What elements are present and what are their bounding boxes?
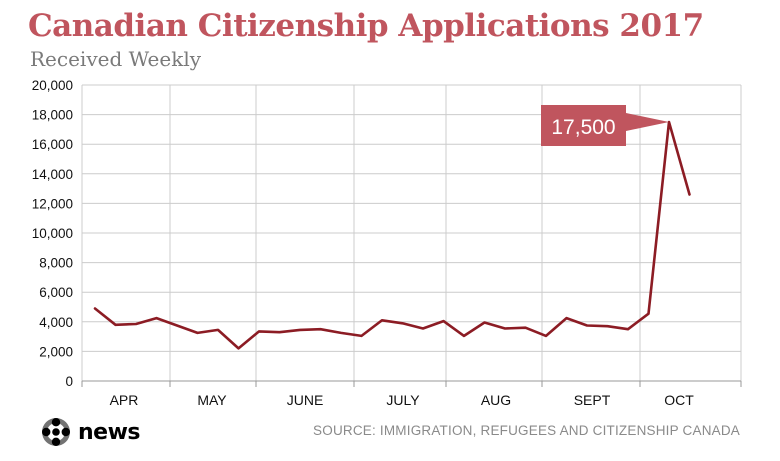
data-point bbox=[646, 311, 651, 316]
x-tick-label: AUG bbox=[481, 392, 511, 408]
y-tick-label: 16,000 bbox=[32, 137, 73, 152]
data-point bbox=[113, 322, 118, 327]
data-point bbox=[134, 322, 139, 327]
x-tick-label: JULY bbox=[386, 392, 420, 408]
data-point bbox=[585, 323, 590, 328]
x-tick-label: MAY bbox=[197, 392, 227, 408]
cbc-news-logo: news bbox=[38, 418, 141, 446]
data-point bbox=[195, 330, 200, 335]
data-point bbox=[564, 316, 569, 321]
source-note: SOURCE: IMMIGRATION, REFUGEES AND CITIZE… bbox=[313, 423, 740, 438]
data-point bbox=[154, 316, 159, 321]
x-tick-label: OCT bbox=[664, 392, 694, 408]
series bbox=[93, 120, 692, 351]
y-tick-label: 12,000 bbox=[32, 196, 73, 211]
chart-subtitle: Received Weekly bbox=[30, 47, 202, 71]
series-line bbox=[93, 120, 691, 350]
y-tick-label: 6,000 bbox=[39, 285, 73, 300]
callout-box bbox=[541, 105, 669, 146]
data-point bbox=[503, 326, 508, 331]
data-point bbox=[462, 333, 467, 338]
y-tick-label: 10,000 bbox=[32, 226, 73, 241]
data-point bbox=[236, 346, 241, 351]
y-tick-label: 14,000 bbox=[32, 167, 73, 182]
data-point bbox=[687, 192, 692, 197]
data-point bbox=[93, 306, 98, 311]
data-point bbox=[441, 319, 446, 324]
cbc-gem-icon bbox=[42, 418, 70, 446]
data-point bbox=[359, 333, 364, 338]
y-tick-label: 4,000 bbox=[39, 315, 73, 330]
data-point bbox=[277, 330, 282, 335]
data-point bbox=[257, 329, 262, 334]
data-point bbox=[216, 327, 221, 332]
callout-label: 17,500 bbox=[551, 116, 615, 139]
data-point bbox=[318, 327, 323, 332]
chart-title: Canadian Citizenship Applications 2017 bbox=[28, 8, 704, 44]
y-tick-label: 18,000 bbox=[32, 108, 73, 123]
data-point bbox=[175, 323, 180, 328]
x-axis: APR MAY JUNE JULY AUG SEPT OCT bbox=[81, 380, 742, 408]
x-tick-label: JUNE bbox=[287, 392, 324, 408]
data-point bbox=[626, 327, 631, 332]
x-tick-label: SEPT bbox=[574, 392, 611, 408]
data-point bbox=[605, 324, 610, 329]
y-axis: 0 2,000 4,000 6,000 8,000 10,000 12,000 14,000 1… bbox=[32, 78, 73, 389]
grid bbox=[81, 84, 742, 382]
x-tick-label: APR bbox=[110, 392, 139, 408]
y-tick-label: 8,000 bbox=[39, 256, 73, 271]
data-point bbox=[339, 330, 344, 335]
data-point bbox=[544, 333, 549, 338]
logo-text: news bbox=[78, 419, 141, 445]
data-point bbox=[421, 326, 426, 331]
y-tick-label: 0 bbox=[65, 374, 73, 389]
y-tick-label: 2,000 bbox=[39, 344, 73, 359]
data-point bbox=[400, 321, 405, 326]
y-tick-label: 20,000 bbox=[32, 78, 73, 93]
data-point bbox=[380, 318, 385, 323]
data-point bbox=[523, 325, 528, 330]
data-point bbox=[298, 327, 303, 332]
peak-annotation: 17,500 bbox=[541, 105, 669, 146]
data-point bbox=[482, 320, 487, 325]
